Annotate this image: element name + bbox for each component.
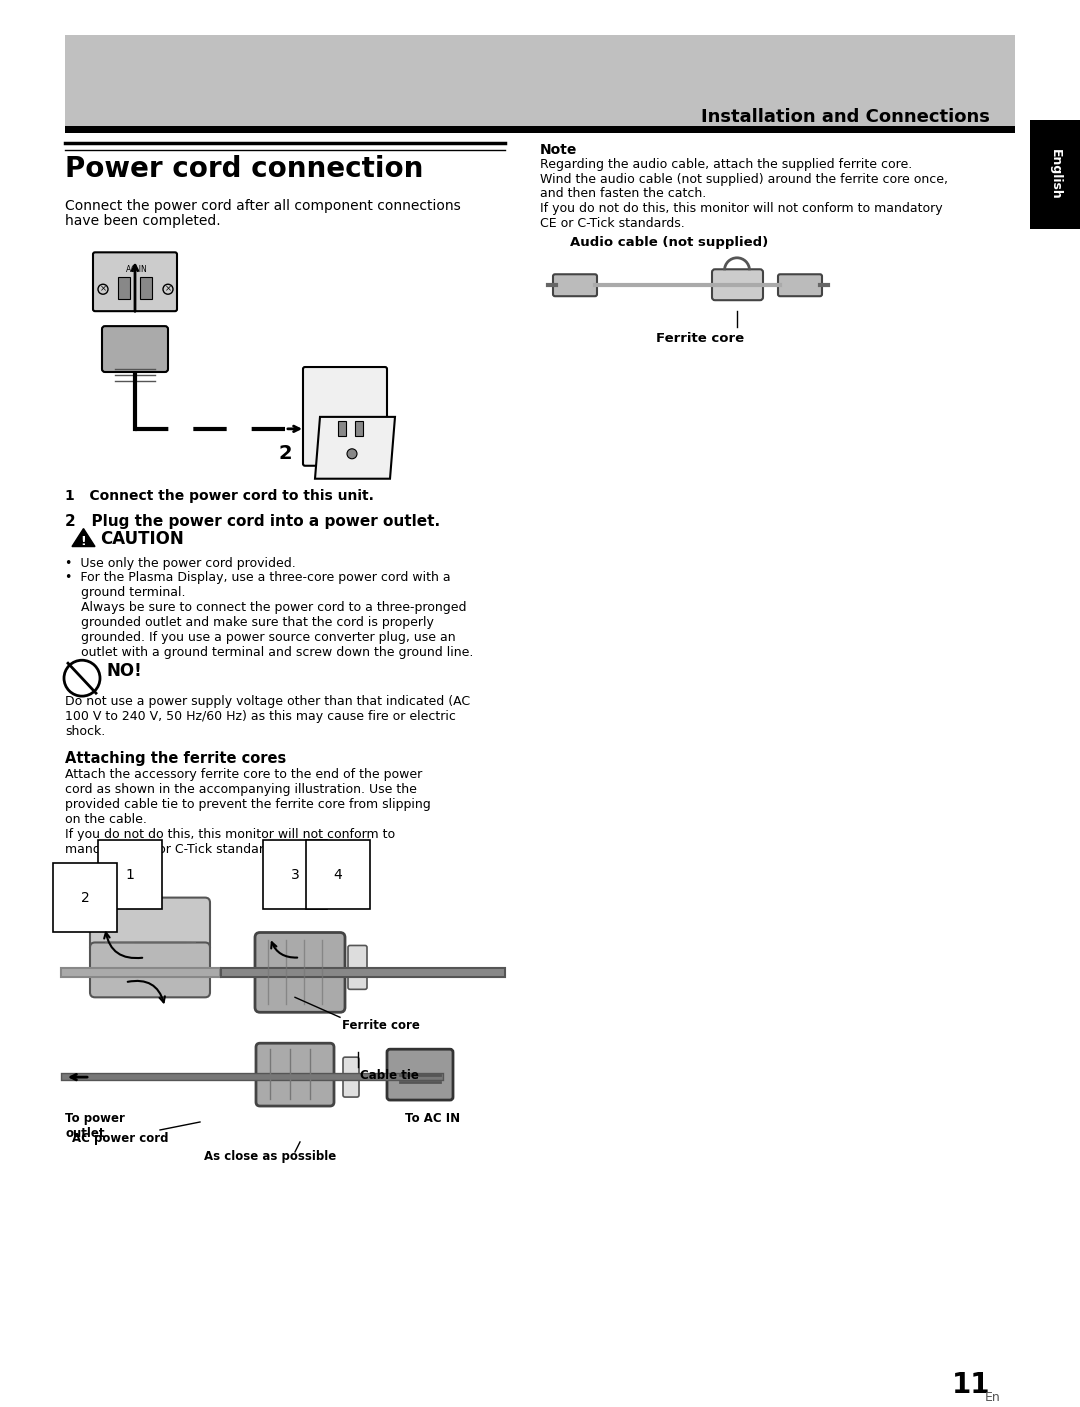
- Text: Attaching the ferrite cores: Attaching the ferrite cores: [65, 751, 286, 765]
- Text: Power cord connection: Power cord connection: [65, 155, 423, 183]
- Text: NO!: NO!: [106, 663, 141, 680]
- Text: 3: 3: [291, 868, 299, 882]
- Text: CAUTION: CAUTION: [100, 529, 184, 547]
- Text: CE or C-Tick standards.: CE or C-Tick standards.: [540, 218, 685, 231]
- Text: To AC IN: To AC IN: [405, 1112, 460, 1126]
- Text: Always be sure to connect the power cord to a three-pronged: Always be sure to connect the power cord…: [65, 601, 467, 615]
- FancyBboxPatch shape: [387, 1050, 453, 1100]
- Text: Installation and Connections: Installation and Connections: [701, 108, 990, 125]
- Text: Attach the accessory ferrite core to the end of the power: Attach the accessory ferrite core to the…: [65, 768, 422, 781]
- Text: As close as possible: As close as possible: [204, 1150, 336, 1164]
- FancyBboxPatch shape: [93, 252, 177, 311]
- Bar: [1030, 120, 1080, 229]
- Text: 100 V to 240 V, 50 Hz/60 Hz) as this may cause fire or electric: 100 V to 240 V, 50 Hz/60 Hz) as this may…: [65, 711, 456, 723]
- Text: Do not use a power supply voltage other than that indicated (AC: Do not use a power supply voltage other …: [65, 695, 470, 708]
- Text: grounded outlet and make sure that the cord is properly: grounded outlet and make sure that the c…: [65, 616, 434, 629]
- Bar: [65, 35, 1015, 129]
- Polygon shape: [72, 529, 95, 546]
- Text: Wind the audio cable (not supplied) around the ferrite core once,: Wind the audio cable (not supplied) arou…: [540, 173, 948, 186]
- Text: cord as shown in the accompanying illustration. Use the: cord as shown in the accompanying illust…: [65, 782, 417, 796]
- Text: AC power cord: AC power cord: [71, 1133, 168, 1145]
- Text: Note: Note: [540, 142, 578, 156]
- Text: Audio cable (not supplied): Audio cable (not supplied): [570, 236, 768, 249]
- Bar: [140, 277, 152, 300]
- FancyBboxPatch shape: [303, 367, 387, 466]
- FancyBboxPatch shape: [256, 1043, 334, 1106]
- FancyBboxPatch shape: [90, 943, 210, 998]
- FancyBboxPatch shape: [778, 274, 822, 297]
- Text: provided cable tie to prevent the ferrite core from slipping: provided cable tie to prevent the ferrit…: [65, 798, 431, 810]
- Text: 4: 4: [334, 868, 342, 882]
- Text: ground terminal.: ground terminal.: [65, 587, 186, 599]
- Text: If you do not do this, this monitor will not conform to mandatory: If you do not do this, this monitor will…: [540, 203, 943, 215]
- Bar: [355, 421, 363, 436]
- Text: To power
outlet: To power outlet: [65, 1112, 125, 1140]
- Circle shape: [347, 449, 357, 459]
- Text: AC IN: AC IN: [125, 266, 147, 274]
- Text: Ferrite core: Ferrite core: [656, 332, 744, 345]
- FancyBboxPatch shape: [348, 946, 367, 989]
- Text: mandatory CE or C-Tick standards.: mandatory CE or C-Tick standards.: [65, 843, 282, 855]
- Text: If you do not do this, this monitor will not conform to: If you do not do this, this monitor will…: [65, 827, 395, 841]
- Text: 2: 2: [279, 443, 292, 463]
- Polygon shape: [315, 416, 395, 478]
- FancyBboxPatch shape: [712, 269, 762, 300]
- FancyBboxPatch shape: [343, 1057, 359, 1097]
- Text: ×: ×: [164, 284, 172, 294]
- Text: !: !: [81, 535, 86, 549]
- Text: 1   Connect the power cord to this unit.: 1 Connect the power cord to this unit.: [65, 488, 374, 502]
- Text: •  For the Plasma Display, use a three-core power cord with a: • For the Plasma Display, use a three-co…: [65, 571, 450, 584]
- Text: have been completed.: have been completed.: [65, 214, 220, 228]
- Text: grounded. If you use a power source converter plug, use an: grounded. If you use a power source conv…: [65, 632, 456, 644]
- Text: ×: ×: [99, 284, 107, 294]
- Text: Cable tie: Cable tie: [360, 1069, 419, 1082]
- Text: •  Use only the power cord provided.: • Use only the power cord provided.: [65, 557, 296, 570]
- FancyBboxPatch shape: [255, 933, 345, 1012]
- FancyBboxPatch shape: [553, 274, 597, 297]
- Text: shock.: shock.: [65, 725, 105, 739]
- Bar: [338, 421, 346, 436]
- Text: 2: 2: [81, 891, 90, 905]
- Text: En: En: [984, 1392, 1000, 1404]
- Text: Connect the power cord after all component connections: Connect the power cord after all compone…: [65, 200, 461, 214]
- Text: 11: 11: [951, 1372, 990, 1400]
- Text: outlet with a ground terminal and screw down the ground line.: outlet with a ground terminal and screw …: [65, 646, 473, 660]
- Text: 2   Plug the power cord into a power outlet.: 2 Plug the power cord into a power outle…: [65, 514, 441, 529]
- Text: and then fasten the catch.: and then fasten the catch.: [540, 187, 706, 201]
- Bar: [65, 125, 1015, 132]
- Text: English: English: [1049, 149, 1062, 200]
- Text: 1: 1: [125, 868, 134, 882]
- Text: Ferrite core: Ferrite core: [342, 1019, 420, 1033]
- Text: Regarding the audio cable, attach the supplied ferrite core.: Regarding the audio cable, attach the su…: [540, 158, 913, 170]
- Bar: [118, 277, 130, 300]
- FancyBboxPatch shape: [90, 898, 210, 953]
- FancyBboxPatch shape: [106, 253, 166, 276]
- Text: on the cable.: on the cable.: [65, 813, 147, 826]
- FancyBboxPatch shape: [102, 326, 168, 371]
